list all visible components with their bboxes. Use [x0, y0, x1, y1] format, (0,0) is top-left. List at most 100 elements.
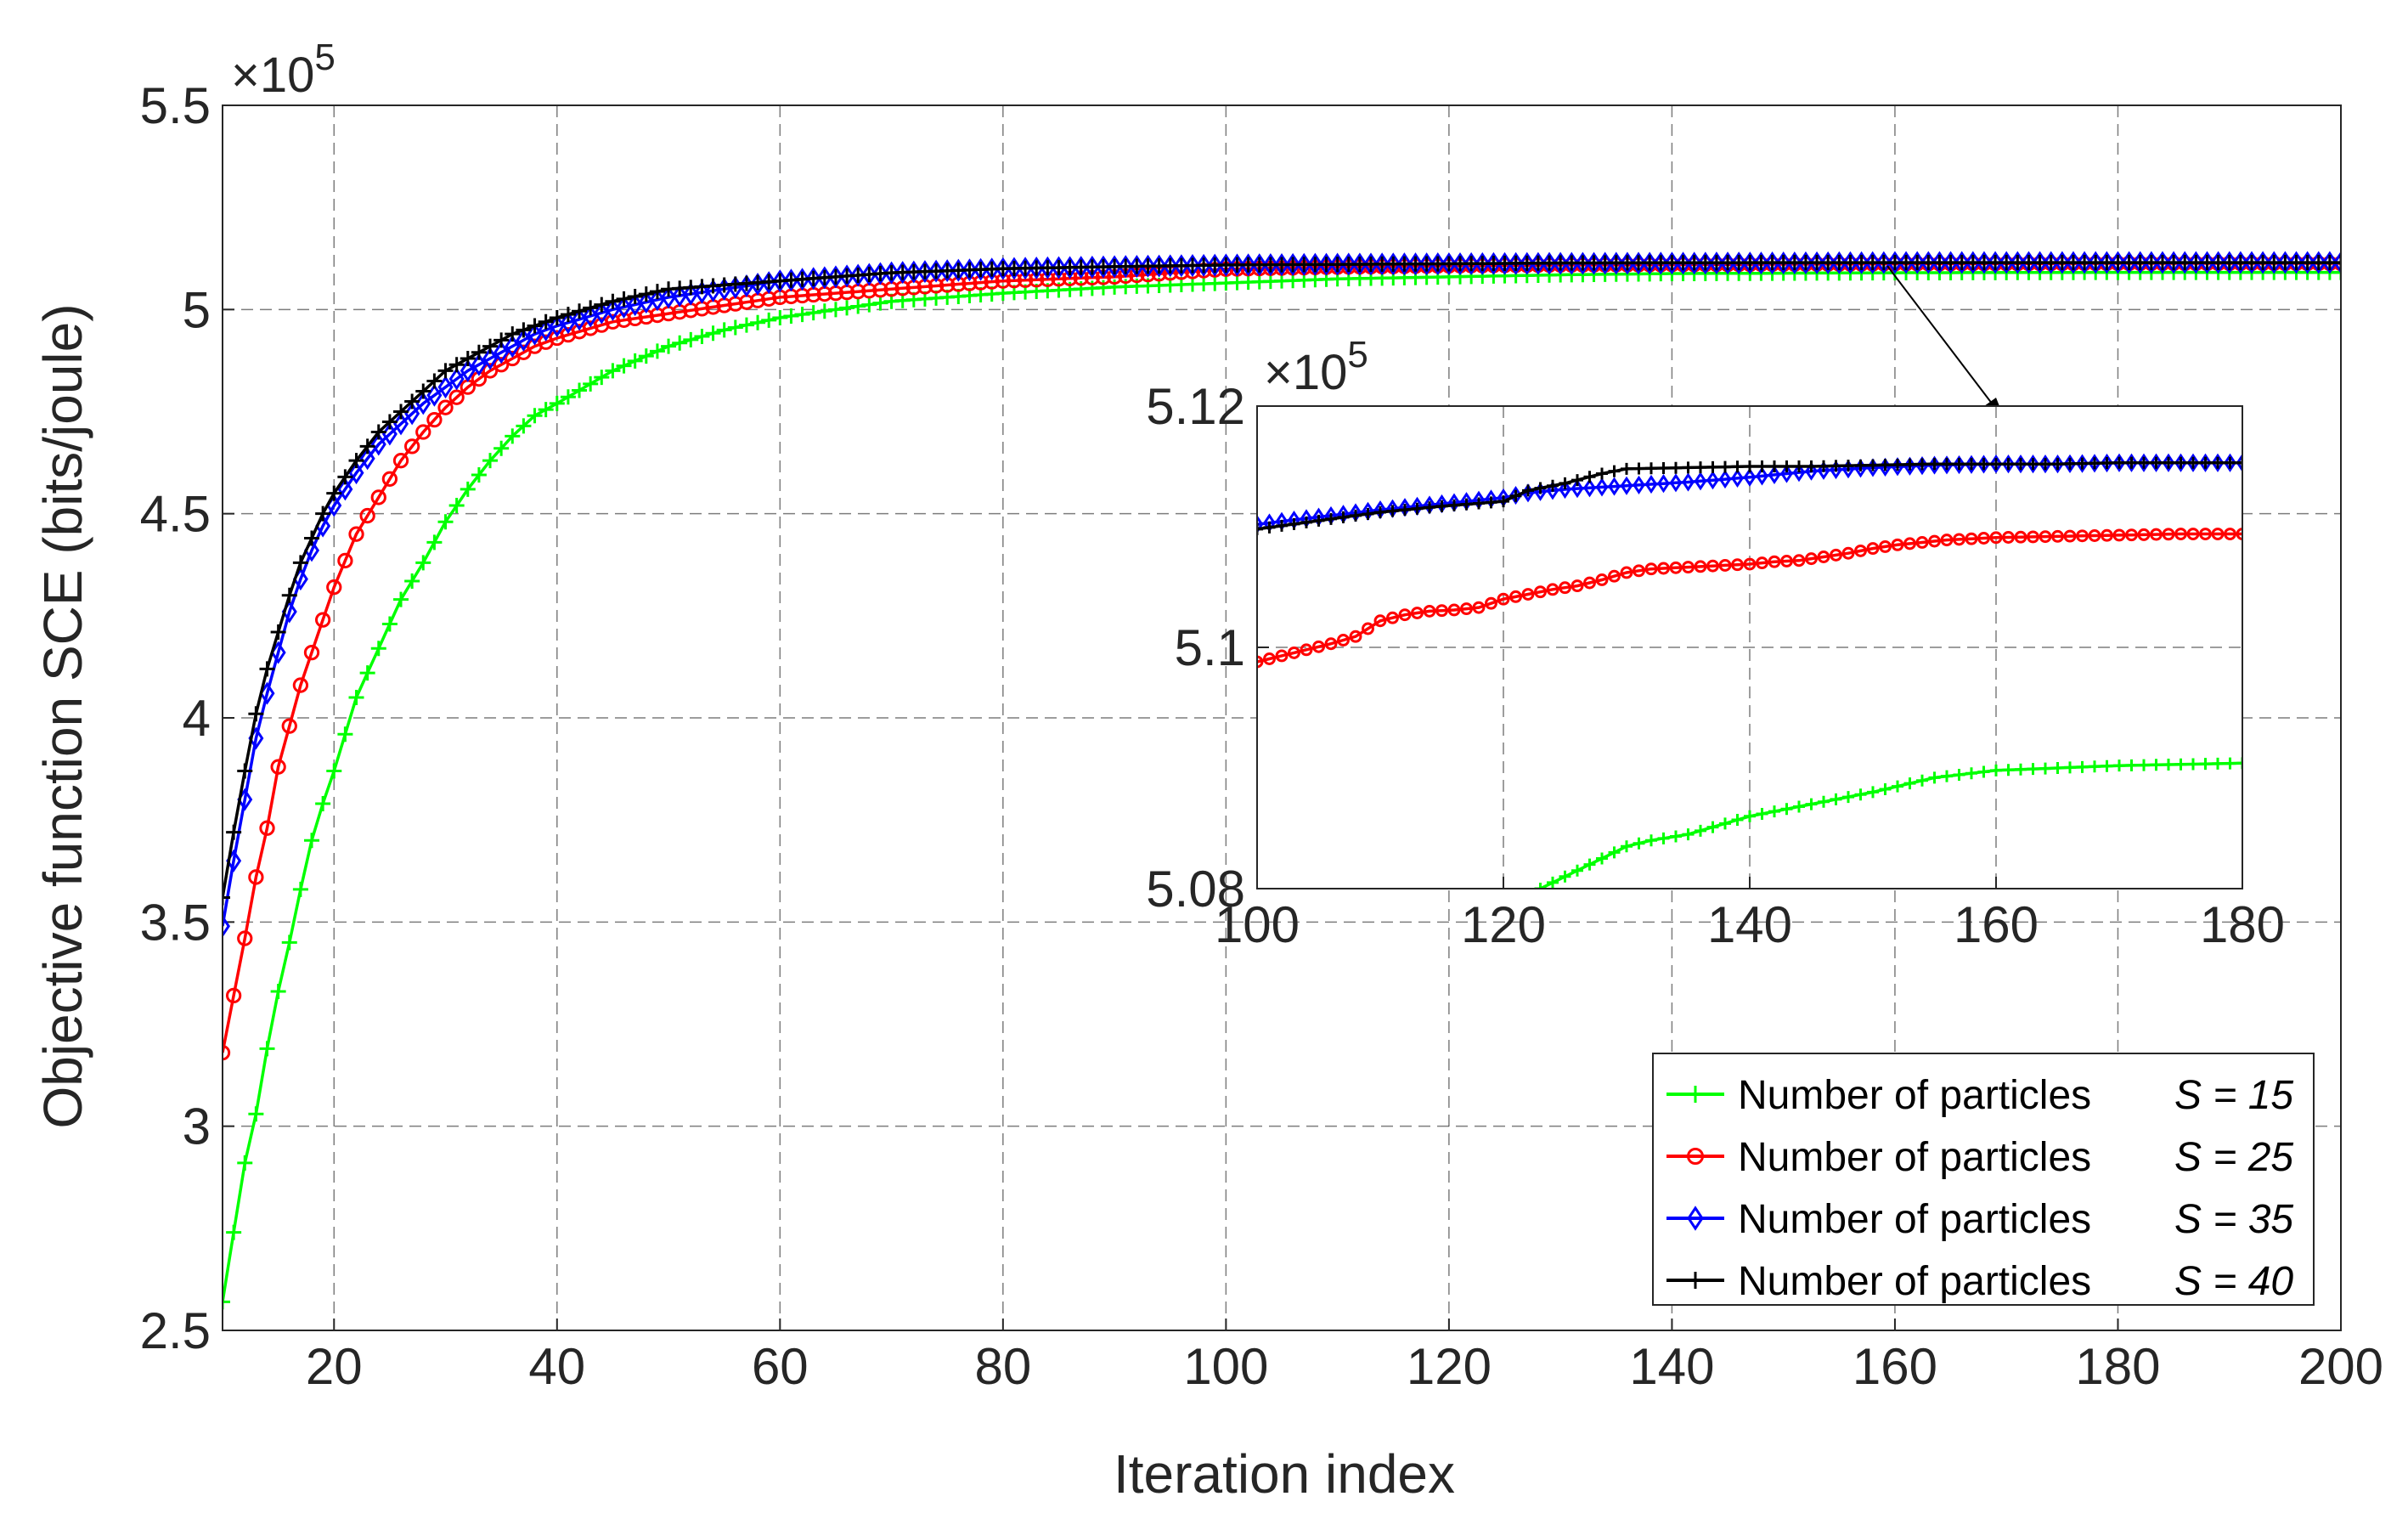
- main-data-point: [772, 309, 788, 325]
- inset-data-point: [1953, 455, 1965, 475]
- main-data-point: [1073, 256, 1089, 280]
- main-data-point: [973, 257, 989, 281]
- main-y-tick-label: 5.5: [140, 77, 211, 134]
- inset-data-point: [1892, 459, 1903, 472]
- inset-data-point: [1879, 459, 1892, 472]
- main-data-point: [337, 726, 353, 743]
- main-data-point: [939, 259, 956, 283]
- inset-data-point: [1694, 560, 1707, 573]
- main-data-point: [516, 322, 532, 338]
- inset-data-point: [2051, 762, 2064, 774]
- inset-data-point: [1768, 555, 1781, 568]
- inset-data-point: [1695, 461, 1706, 474]
- inset-data-point: [1657, 832, 1670, 844]
- inset-data-point: [1608, 569, 1621, 583]
- main-data-point: [984, 257, 1000, 281]
- main-data-point: [1886, 251, 1903, 274]
- main-data-point: [437, 363, 454, 379]
- inset-data-point: [1719, 817, 1731, 830]
- main-data-point: [2333, 255, 2341, 271]
- inset-data-point: [1620, 476, 1633, 495]
- main-data-point: [337, 552, 353, 569]
- inset-data-point: [2199, 453, 2212, 472]
- main-data-point: [292, 677, 309, 693]
- main-data-point: [727, 319, 743, 336]
- inset-data-point: [2051, 529, 2064, 543]
- inset-data-point: [1854, 788, 1867, 801]
- inset-data-point: [1325, 1006, 1337, 1018]
- main-data-point: [750, 314, 766, 330]
- inset-data-point: [1608, 477, 1621, 496]
- main-data-point: [1363, 252, 1379, 276]
- main-data-point: [1586, 251, 1602, 275]
- main-x-tick-label: 100: [1183, 1338, 1268, 1395]
- main-data-point: [1686, 251, 1702, 275]
- main-data-point: [2121, 251, 2137, 274]
- inset-data-point: [2199, 528, 2212, 540]
- inset-data-point: [1423, 604, 1436, 618]
- inset-data-point: [1633, 837, 1645, 850]
- inset-data-point: [2064, 761, 2076, 774]
- main-data-point: [672, 335, 688, 351]
- main-data-point: [1697, 251, 1713, 275]
- inset-x-tick-label: 120: [1461, 896, 1546, 953]
- main-data-point: [1452, 251, 1469, 275]
- main-data-point: [2010, 251, 2026, 274]
- main-data-point: [1775, 251, 1791, 275]
- main-data-point: [1486, 251, 1502, 275]
- inset-data-point: [2212, 757, 2224, 770]
- legend-item: Number of particles S = 35: [1666, 1197, 2293, 1242]
- main-data-point: [237, 763, 253, 779]
- inset-data-point: [1915, 536, 1929, 549]
- main-data-point: [2199, 251, 2215, 274]
- inset-data-point: [1374, 505, 1386, 518]
- main-data-point: [1118, 255, 1134, 279]
- inset-series-1: [1257, 528, 2242, 669]
- inset-data-point: [1867, 786, 1879, 799]
- main-data-point: [627, 288, 643, 304]
- inset-data-point: [1448, 931, 1460, 943]
- inset-data-point: [2186, 453, 2200, 472]
- legend-marker: [1687, 1148, 1704, 1165]
- main-data-point: [905, 260, 922, 284]
- inset-data-point: [1780, 803, 1793, 816]
- inset-data-point: [2076, 457, 2089, 470]
- inset-data-point: [1657, 474, 1670, 494]
- main-data-point: [1642, 251, 1658, 275]
- inset-data-point: [1509, 489, 1522, 502]
- inset-data-point: [1435, 500, 1448, 512]
- main-data-point: [1575, 251, 1591, 275]
- main-data-point: [248, 1106, 264, 1122]
- inset-series-3: [1257, 456, 2242, 535]
- y-axis-label: Objective function SCE (bits/joule): [32, 303, 93, 1128]
- inset-data-point: [1608, 465, 1621, 477]
- inset-data-point: [1424, 943, 1435, 955]
- inset-data-point: [1300, 643, 1313, 657]
- main-data-point: [1530, 251, 1546, 275]
- main-data-point: [783, 308, 799, 325]
- inset-data-point: [1780, 464, 1793, 483]
- inset-data-point: [1706, 460, 1719, 473]
- main-x-tick-label: 200: [2298, 1338, 2383, 1395]
- main-data-point: [2277, 251, 2293, 274]
- main-data-point: [1564, 251, 1580, 275]
- inset-y-multiplier: ×105: [1264, 334, 1368, 400]
- inset-data-point: [2101, 528, 2113, 542]
- inset-data-point: [2027, 458, 2039, 471]
- main-data-point: [248, 869, 264, 885]
- main-data-point: [1463, 251, 1480, 275]
- inset-data-point: [1817, 551, 1830, 563]
- inset-data-point: [1682, 561, 1695, 574]
- inset-data-point: [2187, 456, 2199, 469]
- inset-data-point: [1866, 542, 1880, 556]
- inset-data-point: [1916, 458, 1928, 471]
- inset-data-point: [2174, 528, 2187, 540]
- inset-data-point: [1916, 774, 1928, 787]
- inset-data-point: [1670, 830, 1682, 843]
- main-data-point: [460, 359, 476, 382]
- inset-data-point: [1706, 821, 1719, 833]
- main-data-point: [1374, 252, 1390, 276]
- main-data-point: [594, 296, 610, 313]
- main-data-point: [314, 612, 331, 628]
- inset-data-point: [1743, 467, 1757, 487]
